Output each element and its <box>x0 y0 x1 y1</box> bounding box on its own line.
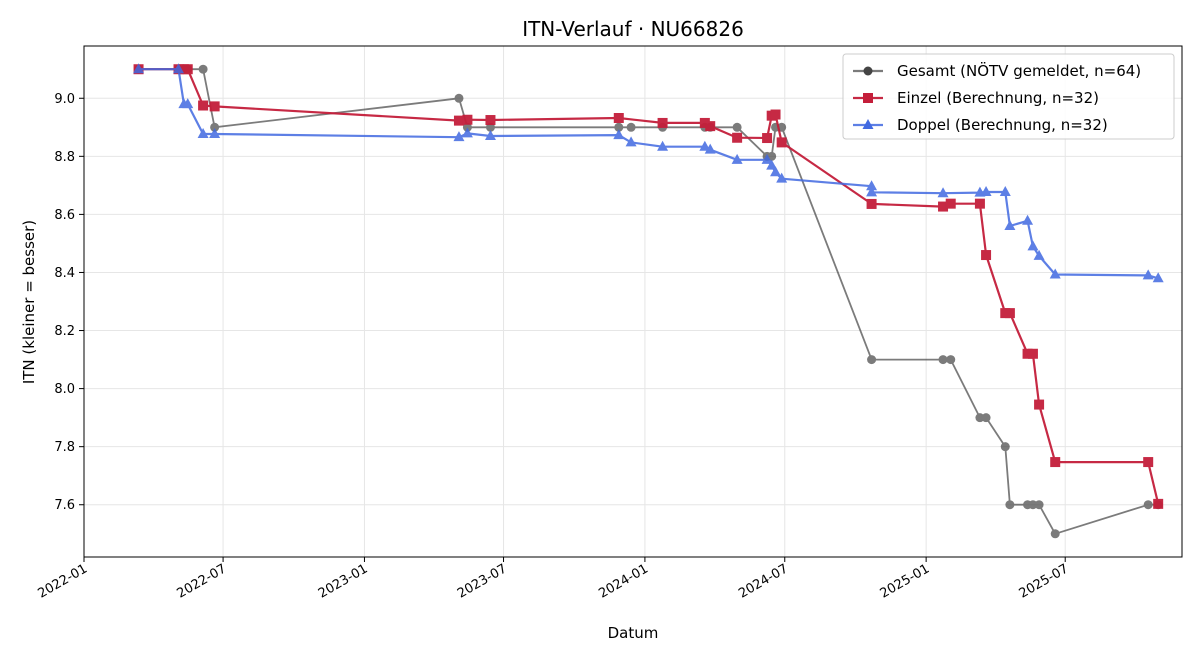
data-point-gesamt <box>614 122 624 132</box>
data-point-doppel <box>937 187 949 198</box>
data-point-doppel <box>731 153 743 164</box>
data-point-einzel <box>1022 348 1033 359</box>
data-point-einzel <box>705 121 716 132</box>
legend-label-gesamt: Gesamt (NÖTV gemeldet, n=64) <box>897 61 1141 80</box>
data-point-einzel <box>1034 399 1045 410</box>
data-point-einzel <box>1153 498 1164 509</box>
data-point-doppel <box>1004 220 1016 231</box>
x-axis-label: Datum <box>608 624 659 642</box>
legend: Gesamt (NÖTV gemeldet, n=64) Einzel (Bere… <box>842 53 1175 140</box>
data-point-doppel <box>453 131 465 142</box>
data-point-gesamt <box>938 355 948 365</box>
data-point-doppel <box>1033 249 1045 260</box>
data-point-doppel <box>625 136 637 147</box>
data-point-gesamt <box>210 122 220 132</box>
data-point-einzel <box>770 109 781 120</box>
legend-marker-gesamt <box>863 66 873 76</box>
data-point-gesamt <box>732 122 742 132</box>
data-point-einzel <box>1050 457 1061 468</box>
data-point-doppel <box>173 63 185 74</box>
data-point-gesamt <box>1050 529 1060 539</box>
data-point-doppel <box>980 186 992 197</box>
data-point-doppel <box>1152 272 1164 283</box>
data-point-einzel <box>657 117 668 128</box>
data-point-gesamt <box>626 122 636 132</box>
data-point-einzel <box>974 198 985 209</box>
y-tick-label: 8.0 <box>54 382 75 397</box>
data-point-gesamt <box>1000 442 1010 452</box>
data-point-doppel <box>699 140 711 151</box>
data-point-einzel <box>1004 308 1015 319</box>
y-tick-label: 8.6 <box>54 208 75 223</box>
data-point-einzel <box>1027 348 1038 359</box>
data-point-doppel <box>770 166 782 177</box>
data-point-doppel <box>461 127 473 138</box>
y-tick-label: 9.0 <box>54 92 75 107</box>
data-point-gesamt <box>462 122 472 132</box>
data-point-doppel <box>866 180 878 191</box>
data-point-doppel <box>866 186 878 197</box>
data-point-gesamt <box>981 413 991 423</box>
legend-label-doppel: Doppel (Berechnung, n=32) <box>897 116 1108 134</box>
legend-marker-doppel <box>862 119 874 129</box>
chart-title: ITN-Verlauf · NU66826 <box>522 17 744 41</box>
data-point-gesamt <box>485 122 495 132</box>
data-point-doppel <box>1027 240 1039 251</box>
data-point-doppel <box>197 127 209 138</box>
data-point-einzel <box>981 250 992 261</box>
y-tick-label: 7.8 <box>54 440 75 455</box>
plot-frame <box>83 45 1183 558</box>
data-point-doppel <box>209 127 221 138</box>
data-point-einzel <box>182 64 193 75</box>
data-point-einzel <box>198 100 209 111</box>
data-point-gesamt <box>946 355 956 365</box>
data-point-doppel <box>1142 269 1154 280</box>
data-point-einzel <box>945 198 956 209</box>
legend-box <box>842 53 1175 140</box>
data-point-doppel <box>613 129 625 140</box>
series-layer <box>133 63 1164 539</box>
data-point-doppel <box>657 140 669 151</box>
data-point-einzel <box>1143 457 1154 468</box>
data-point-einzel <box>453 115 464 126</box>
data-point-einzel <box>699 117 710 128</box>
data-point-einzel <box>209 101 220 112</box>
data-point-einzel <box>462 114 473 125</box>
series-doppel <box>133 63 1164 283</box>
data-point-gesamt <box>454 93 464 103</box>
data-point-einzel <box>776 137 787 148</box>
data-point-einzel <box>613 113 624 124</box>
data-point-gesamt <box>1005 500 1015 510</box>
data-point-doppel <box>484 130 496 141</box>
data-point-doppel <box>704 143 716 154</box>
data-point-doppel <box>776 172 788 183</box>
y-axis-ticks: 7.6 7.8 8.0 8.2 8.4 8.6 8.8 9.0 <box>54 92 84 513</box>
y-axis-label: ITN (kleiner = besser) <box>20 220 38 384</box>
legend-marker-einzel <box>863 93 873 103</box>
y-tick-label: 8.8 <box>54 150 75 165</box>
data-point-einzel <box>866 198 877 209</box>
data-point-gesamt <box>867 355 877 365</box>
legend-label-einzel: Einzel (Berechnung, n=32) <box>897 89 1099 107</box>
data-point-gesamt <box>198 64 208 74</box>
data-point-doppel <box>761 153 773 164</box>
data-point-gesamt <box>1143 500 1153 510</box>
data-point-doppel <box>1049 268 1061 279</box>
data-point-doppel <box>766 159 778 170</box>
data-point-gesamt <box>1034 500 1044 510</box>
y-tick-label: 8.2 <box>54 324 75 339</box>
data-point-einzel <box>762 133 773 144</box>
y-tick-label: 8.4 <box>54 266 75 281</box>
data-point-einzel <box>732 132 743 143</box>
data-point-einzel <box>938 201 949 212</box>
data-point-doppel <box>182 98 194 109</box>
data-point-doppel <box>999 186 1011 197</box>
data-point-doppel <box>1022 214 1034 225</box>
y-tick-label: 7.6 <box>54 498 75 513</box>
data-point-einzel <box>485 115 496 126</box>
data-point-doppel <box>133 63 145 74</box>
